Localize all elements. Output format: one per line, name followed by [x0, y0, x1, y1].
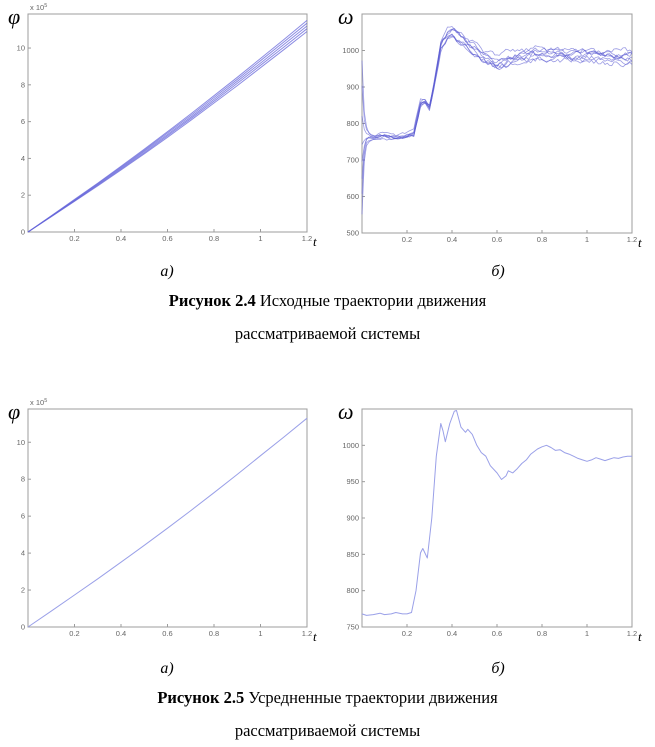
- y-tick-label: 10: [17, 438, 25, 447]
- averaged-omega: [361, 410, 632, 616]
- caption-line-2: рассматриваемой системы: [234, 324, 421, 343]
- trajectory-line: [361, 26, 633, 137]
- plot-frame: [361, 13, 633, 234]
- subplot-label-a-fig25: а): [160, 660, 174, 677]
- x-tick-label: 1.2: [627, 235, 637, 244]
- y-tick-label: 600: [346, 192, 359, 201]
- trajectory-line: [361, 34, 633, 215]
- y-tick-label: 700: [346, 156, 359, 165]
- y-tick-label: 6: [21, 512, 25, 521]
- y-tick-label: 850: [346, 550, 359, 559]
- subplot-label-a-fig24: а): [160, 263, 174, 280]
- x-tick-label: 1: [585, 235, 589, 244]
- y-tick-label: 4: [21, 549, 25, 558]
- y-tick-label: 800: [346, 586, 359, 595]
- plot-frame: [361, 408, 633, 628]
- y-tick-label: 2: [21, 586, 25, 595]
- x-tick-label: 1.2: [627, 629, 637, 638]
- x-tick-label: 0.4: [116, 629, 126, 638]
- y-tick-label: 800: [346, 119, 359, 128]
- caption-line-2: рассматриваемой системы: [234, 721, 421, 740]
- x-tick-label: 1.2: [302, 234, 312, 243]
- figure-2-4-caption: Рисунок 2.4 Исходные траектории движения…: [0, 291, 655, 344]
- x-tick-label: 1.2: [302, 629, 312, 638]
- x-tick-label: 1: [258, 234, 262, 243]
- x-tick-label: 0.6: [162, 629, 172, 638]
- x-tick-label: 0.6: [492, 629, 502, 638]
- y-tick-label: 2: [21, 191, 25, 200]
- x-tick-label: 0.2: [402, 629, 412, 638]
- figure-number: Рисунок 2.4: [168, 291, 256, 310]
- x-tick-label: 0.6: [162, 234, 172, 243]
- x-tick-label: 1: [258, 629, 262, 638]
- x-tick-label: 0.8: [209, 629, 219, 638]
- y-tick-label: 6: [21, 117, 25, 126]
- caption-line-1: Рисунок 2.5 Усредненные траектории движе…: [0, 688, 655, 708]
- caption-line-1: Рисунок 2.4 Исходные траектории движения: [0, 291, 655, 311]
- y-tick-label: 8: [21, 475, 25, 484]
- subplot-label-b-fig25: б): [491, 660, 505, 677]
- y-tick-label: 10: [17, 44, 25, 53]
- trajectory-line: [361, 28, 633, 138]
- x-tick-label: 0.2: [402, 235, 412, 244]
- y-tick-label: 900: [346, 83, 359, 92]
- x-tick-label: 0.8: [537, 235, 547, 244]
- y-tick-label: 8: [21, 80, 25, 89]
- x-axis-label: t: [638, 235, 642, 250]
- y-tick-label: 900: [346, 514, 359, 523]
- x-tick-label: 1: [585, 629, 589, 638]
- averaged-phi: [27, 417, 308, 628]
- figure-number: Рисунок 2.5: [157, 688, 245, 707]
- x-axis-label: t: [313, 629, 317, 644]
- subplot-label-b-fig24: б): [491, 263, 505, 280]
- y-tick-label: 1000: [342, 441, 359, 450]
- x-tick-label: 0.4: [447, 235, 457, 244]
- trajectory-line: [361, 35, 633, 179]
- trajectory-line: [361, 29, 633, 139]
- y-tick-label: 0: [21, 228, 25, 237]
- y-tick-label: 4: [21, 154, 25, 163]
- y-tick-label: 1000: [342, 46, 359, 55]
- figure-2-5-caption: Рисунок 2.5 Усредненные траектории движе…: [0, 688, 655, 741]
- x-axis-label: t: [638, 629, 642, 644]
- x-tick-label: 0.2: [69, 629, 79, 638]
- x-tick-label: 0.8: [209, 234, 219, 243]
- y-tick-label: 500: [346, 229, 359, 238]
- trajectory-5: [27, 20, 308, 233]
- x-axis-label: t: [313, 234, 317, 249]
- chart-initial-omega: 0.2 0.4 0.6 0.8 1 1.2 500 600 700 800 900 1000 ω t: [338, 4, 642, 250]
- caption-text: Исходные траектории движения: [255, 291, 487, 310]
- x-tick-label: 0.4: [116, 234, 126, 243]
- axis-scale-note: x 105: [30, 398, 47, 407]
- caption-text: Усредненные траектории движения: [244, 688, 498, 707]
- y-axis-label: ω: [338, 4, 354, 29]
- plot-frame: [27, 408, 308, 628]
- chart-averaged-phi: 0.2 0.4 0.6 0.8 1 1.2 0 2 4 6 8 10 φ x 105 t: [8, 398, 317, 644]
- y-axis-label: ω: [338, 399, 354, 424]
- y-tick-label: 0: [21, 623, 25, 632]
- y-tick-label: 750: [346, 623, 359, 632]
- y-axis-label: φ: [8, 4, 20, 29]
- axis-scale-note: x 105: [30, 3, 47, 12]
- plot-frame: [27, 13, 308, 233]
- chart-averaged-omega: 0.2 0.4 0.6 0.8 1 1.2 750 800 850 900 950 1000 ω t: [338, 399, 642, 644]
- y-axis-label: φ: [8, 399, 20, 424]
- y-tick-label: 950: [346, 477, 359, 486]
- x-tick-label: 0.6: [492, 235, 502, 244]
- trajectory-line: [361, 29, 633, 145]
- chart-initial-phi: 0.2 0.4 0.6 0.8 1 1.2 0 2 4 6 8 10 φ x 105 t: [8, 3, 317, 249]
- x-tick-label: 0.2: [69, 234, 79, 243]
- x-tick-label: 0.8: [537, 629, 547, 638]
- x-tick-label: 0.4: [447, 629, 457, 638]
